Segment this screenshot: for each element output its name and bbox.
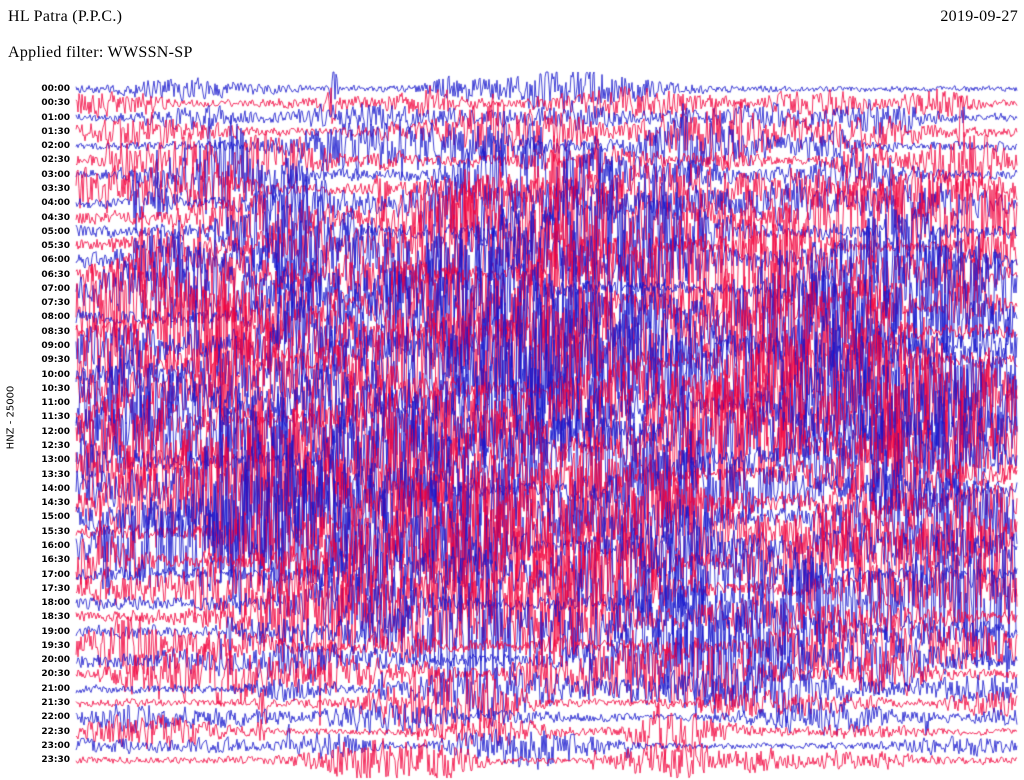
time-label: 19:30 [41, 640, 70, 651]
time-label: 15:00 [41, 512, 70, 523]
time-label: 09:00 [41, 341, 70, 352]
time-label: 01:00 [41, 112, 70, 123]
time-label: 18:00 [41, 598, 70, 609]
time-label: 11:30 [41, 412, 70, 423]
time-label: 02:30 [41, 155, 70, 166]
time-label: 22:00 [41, 712, 70, 723]
time-label: 03:00 [41, 169, 70, 180]
time-label: 19:00 [41, 626, 70, 637]
time-label: 07:00 [41, 283, 70, 294]
time-label: 12:00 [41, 426, 70, 437]
time-label: 06:00 [41, 255, 70, 266]
time-label: 16:30 [41, 555, 70, 566]
time-label: 23:30 [41, 755, 70, 766]
time-label: 02:00 [41, 141, 70, 152]
time-label: 15:30 [41, 526, 70, 537]
time-label: 07:30 [41, 298, 70, 309]
time-label: 10:30 [41, 383, 70, 394]
time-label: 20:00 [41, 655, 70, 666]
time-label: 05:30 [41, 241, 70, 252]
date-label: 2019-09-27 [940, 8, 1018, 25]
time-label: 21:30 [41, 698, 70, 709]
time-label: 17:30 [41, 583, 70, 594]
time-label: 18:30 [41, 612, 70, 623]
time-label: 13:30 [41, 469, 70, 480]
time-label: 05:00 [41, 226, 70, 237]
time-label: 04:30 [41, 212, 70, 223]
time-label: 01:30 [41, 126, 70, 137]
time-label: 13:00 [41, 455, 70, 466]
station-title: HL Patra (P.P.C.) [8, 8, 123, 25]
time-label: 16:00 [41, 540, 70, 551]
time-label: 23:00 [41, 740, 70, 751]
time-label: 21:00 [41, 683, 70, 694]
time-label: 06:30 [41, 269, 70, 280]
time-label: 09:30 [41, 355, 70, 366]
time-label: 14:00 [41, 483, 70, 494]
time-label: 17:00 [41, 569, 70, 580]
time-label: 08:00 [41, 312, 70, 323]
time-label: 00:30 [41, 98, 70, 109]
time-label: 11:00 [41, 398, 70, 409]
time-axis: 00:00 00:30 01:00 01:30 02:00 02:30 03:00 03:30… [0, 0, 70, 780]
time-label: 12:30 [41, 441, 70, 451]
time-label: 10:00 [41, 369, 70, 380]
time-label: 20:30 [41, 669, 70, 680]
time-label: 14:30 [41, 498, 70, 509]
filter-label: Applied filter: WWSSN-SP [8, 44, 193, 61]
time-label: 03:30 [41, 183, 70, 194]
time-label: 00:00 [41, 84, 70, 94]
time-label: 08:30 [41, 326, 70, 337]
time-label: 04:00 [41, 198, 70, 209]
time-label: 22:30 [41, 726, 70, 737]
